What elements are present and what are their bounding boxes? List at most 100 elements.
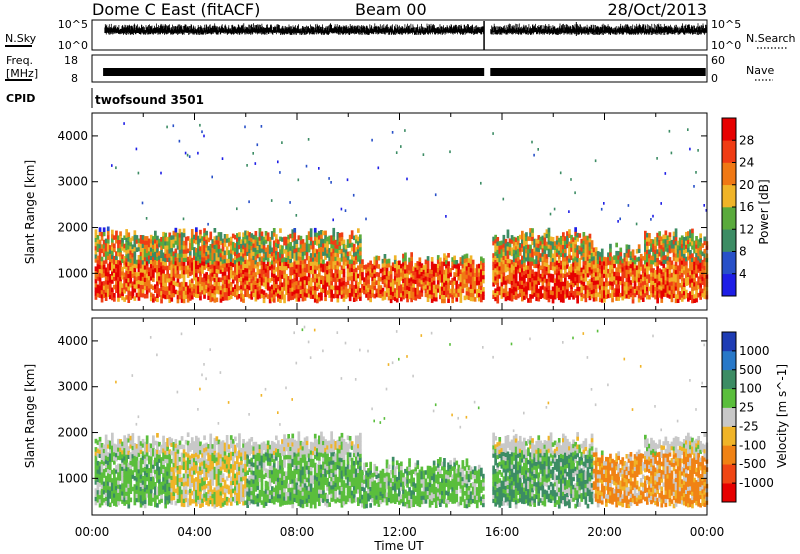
data-cell (143, 277, 147, 282)
data-cell (125, 295, 128, 300)
data-cell (629, 288, 633, 294)
data-cell (127, 281, 131, 287)
data-cell (275, 279, 278, 285)
data-cell (215, 252, 219, 257)
data-cell (207, 237, 210, 243)
data-cell (156, 453, 159, 459)
data-cell (166, 290, 169, 295)
data-cell (244, 271, 247, 277)
data-cell (231, 451, 235, 457)
data-cell (674, 286, 678, 291)
data-cell (307, 293, 311, 298)
data-cell (342, 272, 346, 278)
data-cell (332, 232, 336, 237)
data-cell (627, 253, 631, 258)
data-cell (270, 297, 274, 302)
data-cell (113, 443, 116, 449)
data-cell (264, 280, 268, 286)
data-cell (119, 492, 122, 498)
data-cell (336, 236, 340, 241)
data-cell (467, 287, 471, 292)
data-cell (139, 239, 143, 244)
data-cell (506, 246, 510, 251)
data-cell (463, 283, 467, 288)
data-cell (254, 247, 258, 252)
data-cell (254, 243, 258, 248)
data-cell (584, 256, 588, 261)
data-cell (197, 487, 200, 492)
data-cell (537, 235, 541, 240)
data-cell (603, 269, 606, 274)
data-cell (367, 271, 370, 276)
data-cell (96, 440, 100, 445)
data-cell (223, 442, 227, 448)
data-cell (209, 285, 213, 290)
data-cell (170, 251, 174, 257)
data-cell (195, 289, 198, 294)
data-cell (213, 437, 217, 443)
data-cell (149, 263, 153, 269)
data-cell (453, 259, 456, 265)
data-cell (410, 256, 413, 261)
data-cell (213, 256, 217, 262)
power-colorbar-tick-label: 28 (739, 133, 754, 147)
data-cell (174, 447, 178, 452)
data-cell (535, 292, 538, 297)
data-cell (264, 239, 268, 244)
data-cell (131, 256, 135, 262)
data-cell (502, 259, 506, 265)
data-cell (184, 290, 188, 295)
data-cell (143, 474, 147, 480)
data-cell (186, 457, 190, 462)
data-cell (633, 292, 637, 298)
data-cell (666, 289, 670, 294)
data-cell (383, 282, 387, 288)
data-cell (242, 261, 245, 266)
data-cell (305, 288, 309, 294)
data-cell (613, 271, 616, 277)
data-cell (123, 484, 126, 490)
data-cell (584, 276, 588, 282)
data-cell (418, 265, 422, 271)
data-cell (203, 248, 206, 254)
data-cell (94, 278, 98, 284)
data-cell (639, 282, 643, 288)
data-cell (336, 240, 340, 245)
data-cell (190, 482, 194, 488)
data-cell (703, 290, 707, 295)
data-cell (562, 256, 565, 262)
data-cell (359, 267, 362, 272)
data-cell (328, 293, 331, 298)
data-cell (108, 481, 112, 487)
data-cell (518, 284, 522, 289)
data-cell (588, 254, 592, 259)
data-cell (313, 285, 317, 291)
data-cell (170, 487, 174, 493)
data-cell (203, 476, 206, 482)
data-cell (668, 285, 672, 291)
data-cell (588, 279, 592, 284)
data-cell (357, 244, 360, 250)
data-cell (506, 279, 510, 284)
data-cell (121, 246, 124, 251)
data-cell (447, 290, 450, 295)
data-cell (123, 476, 126, 482)
data-cell (586, 235, 590, 241)
data-cell (221, 444, 225, 449)
data-cell (672, 231, 676, 237)
data-cell (654, 270, 657, 275)
data-cell (512, 236, 516, 242)
data-cell (256, 294, 260, 300)
data-cell (326, 282, 329, 287)
data-cell (309, 265, 313, 271)
data-cell (469, 280, 473, 285)
data-cell (447, 261, 450, 266)
data-cell (164, 282, 167, 287)
data-cell (250, 253, 254, 259)
data-cell (301, 247, 305, 252)
data-cell (211, 501, 215, 507)
data-cell (389, 290, 393, 295)
data-cell (176, 477, 180, 483)
data-cell (229, 240, 233, 246)
data-cell (106, 460, 110, 466)
